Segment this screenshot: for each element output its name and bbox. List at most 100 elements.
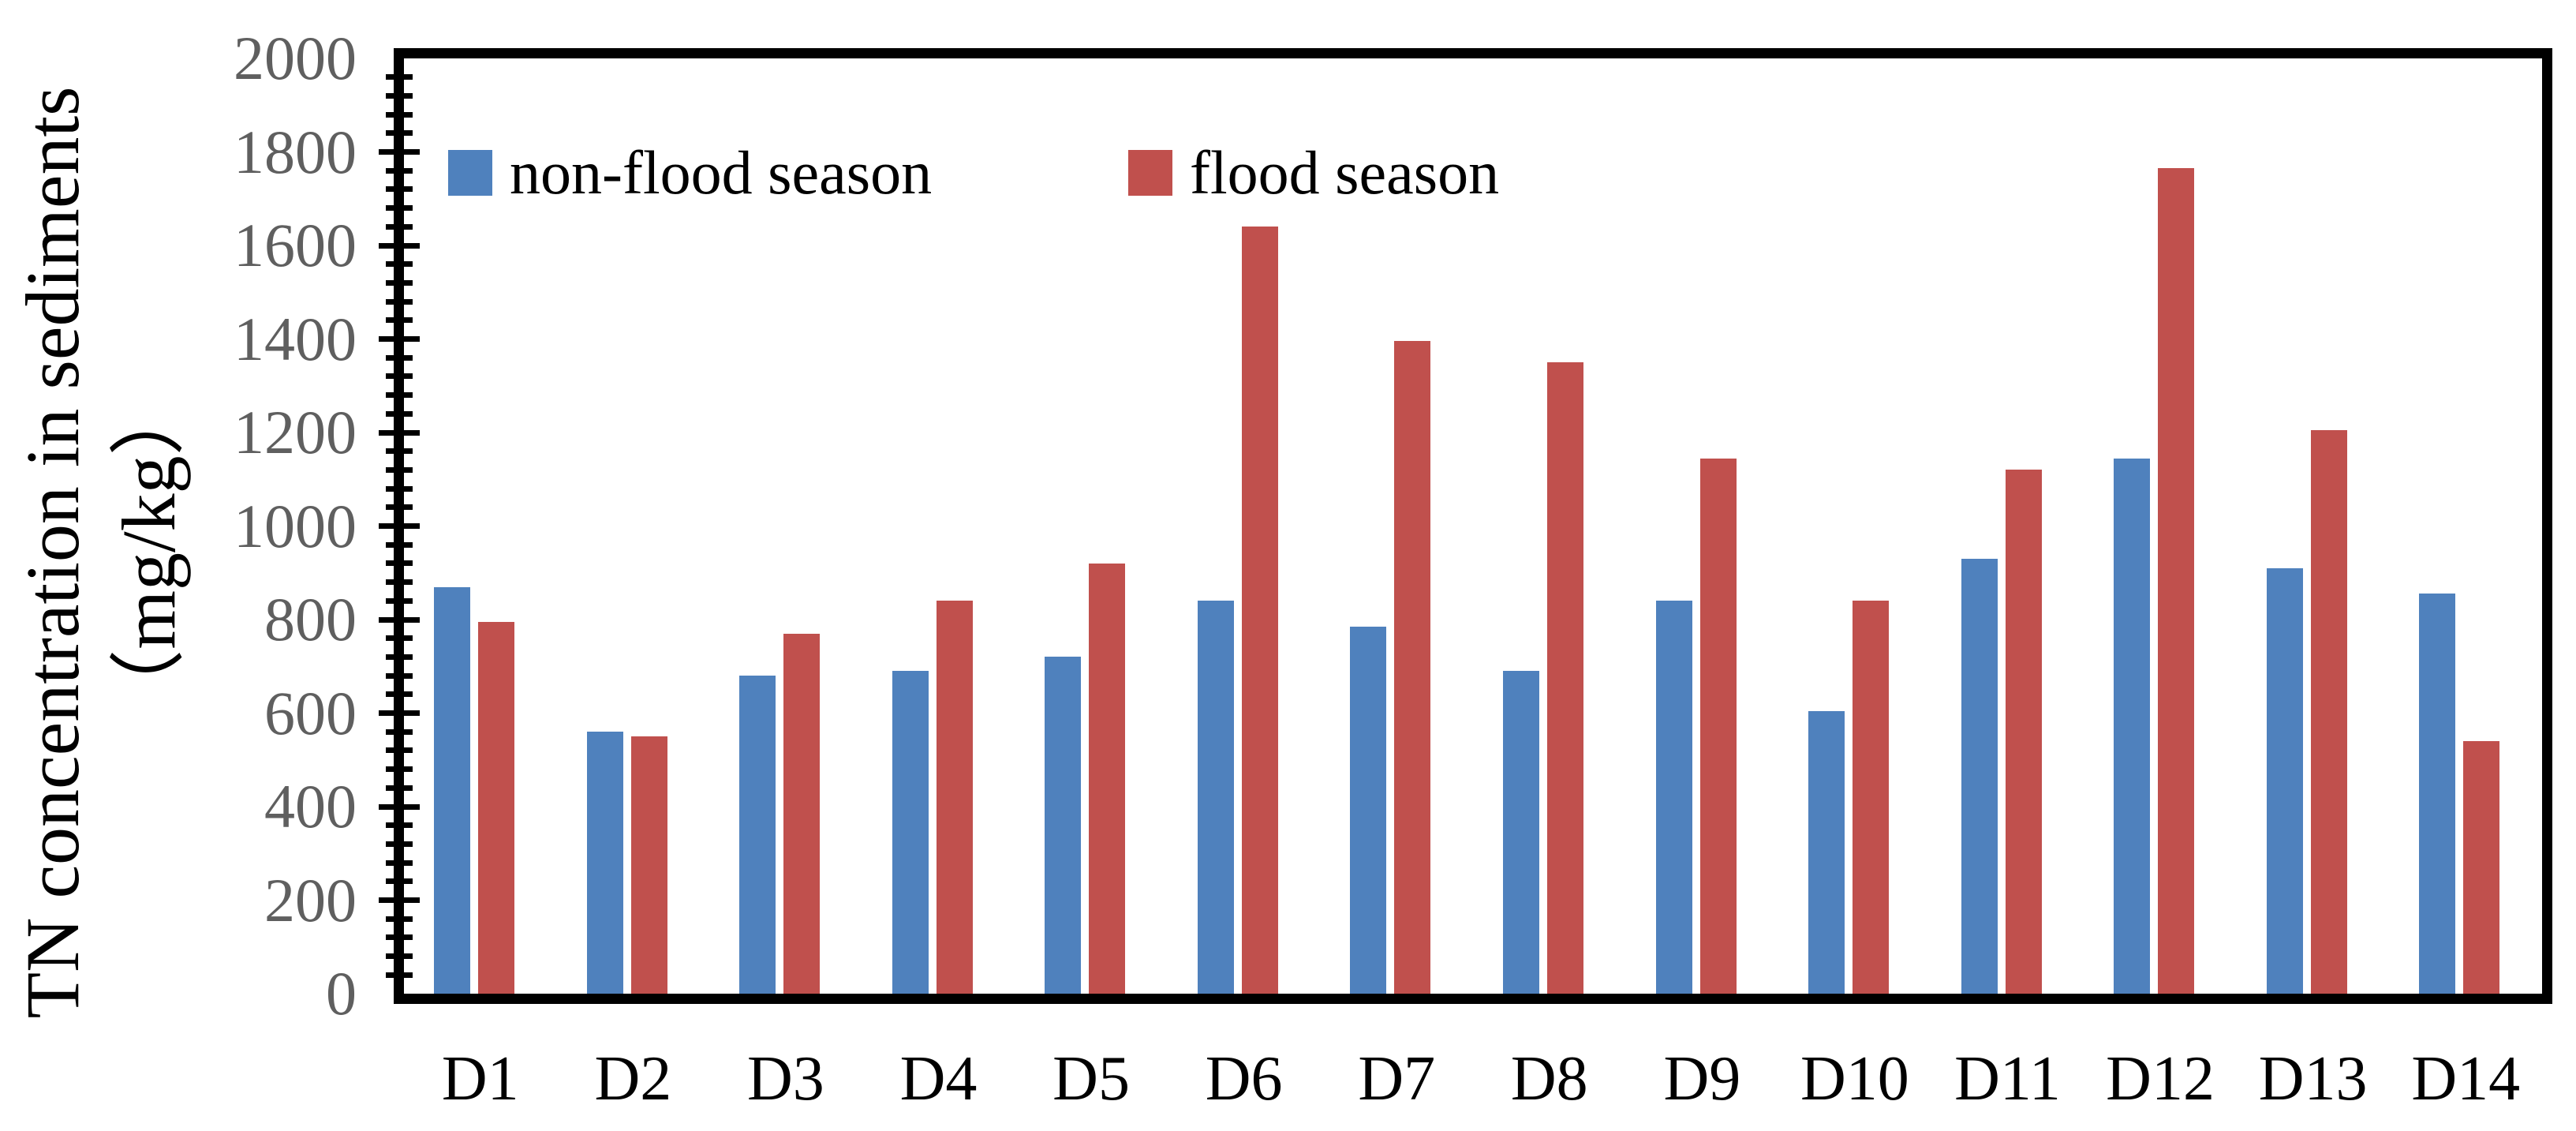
y-axis-minor-tick bbox=[386, 354, 413, 361]
y-axis-minor-tick bbox=[386, 130, 413, 137]
bar-flood-season-D8 bbox=[1547, 362, 1583, 994]
y-axis-minor-tick bbox=[386, 111, 413, 118]
y-axis-minor-tick bbox=[386, 205, 413, 212]
bar-non-flood-season-D5 bbox=[1045, 657, 1082, 994]
y-axis-tick-label: 1600 bbox=[234, 211, 357, 279]
y-axis-minor-tick bbox=[386, 392, 413, 399]
y-axis-minor-tick bbox=[386, 934, 413, 941]
x-axis-tick-label-D5: D5 bbox=[1052, 1044, 1130, 1114]
y-axis-minor-tick bbox=[386, 841, 413, 847]
y-axis-major-tick bbox=[379, 242, 420, 249]
y-axis-major-tick bbox=[379, 897, 420, 903]
y-axis-minor-tick bbox=[386, 597, 413, 604]
bar-flood-season-D9 bbox=[1699, 458, 1737, 994]
bar-non-flood-season-D7 bbox=[1350, 626, 1387, 994]
y-axis-tick-label: 1400 bbox=[234, 304, 357, 373]
y-axis-minor-tick bbox=[386, 579, 413, 586]
bar-flood-season-D11 bbox=[2005, 470, 2042, 994]
bar-flood-season-D6 bbox=[1241, 227, 1278, 994]
bar-non-flood-season-D2 bbox=[586, 732, 623, 994]
y-axis-minor-tick bbox=[386, 972, 413, 978]
bar-non-flood-season-D13 bbox=[2266, 567, 2303, 994]
y-axis-minor-tick bbox=[386, 485, 413, 492]
bar-non-flood-season-D6 bbox=[1197, 601, 1234, 994]
bar-flood-season-D1 bbox=[478, 621, 514, 994]
y-axis-minor-tick bbox=[386, 410, 413, 417]
y-axis-tick-label: 1200 bbox=[234, 398, 357, 466]
bar-flood-season-D7 bbox=[1394, 341, 1431, 994]
y-axis-major-tick bbox=[379, 616, 420, 623]
y-axis-tick-label: 0 bbox=[326, 959, 357, 1028]
x-axis-tick-label-D11: D11 bbox=[1954, 1044, 2061, 1114]
y-axis-minor-tick bbox=[386, 186, 413, 193]
bar-non-flood-season-D3 bbox=[739, 676, 776, 994]
x-axis-tick-label-D7: D7 bbox=[1358, 1044, 1436, 1114]
y-axis-minor-tick bbox=[386, 859, 413, 866]
y-axis-minor-tick bbox=[386, 504, 413, 511]
y-axis-minor-tick bbox=[386, 560, 413, 567]
y-axis-tick-label: 800 bbox=[264, 585, 357, 654]
bar-flood-season-D4 bbox=[936, 601, 973, 994]
bar-flood-season-D10 bbox=[1853, 601, 1890, 994]
bar-flood-season-D14 bbox=[2463, 741, 2500, 994]
y-axis-tick-label: 400 bbox=[264, 772, 357, 841]
bar-flood-season-D13 bbox=[2310, 430, 2347, 994]
y-axis-minor-tick bbox=[386, 298, 413, 305]
y-axis-minor-tick bbox=[386, 728, 413, 735]
y-axis-minor-tick bbox=[386, 317, 413, 324]
y-axis-minor-tick bbox=[386, 223, 413, 230]
x-axis-tick-label-D1: D1 bbox=[441, 1044, 519, 1114]
bar-non-flood-season-D14 bbox=[2419, 594, 2456, 994]
bar-non-flood-season-D1 bbox=[434, 586, 470, 994]
y-axis-tick-label: 1800 bbox=[234, 117, 357, 186]
legend-label-non-flood-season: non-flood season bbox=[510, 138, 933, 207]
x-axis-tick-label-D14: D14 bbox=[2411, 1044, 2521, 1114]
y-axis-major-tick bbox=[379, 803, 420, 810]
y-axis-major-tick bbox=[379, 336, 420, 342]
y-axis-tick-label: 2000 bbox=[234, 24, 357, 92]
x-axis-tick-label-D6: D6 bbox=[1205, 1044, 1283, 1114]
x-axis-tick-label-D4: D4 bbox=[899, 1044, 978, 1114]
bar-non-flood-season-D12 bbox=[2114, 458, 2151, 994]
y-axis-minor-tick bbox=[386, 92, 413, 99]
y-axis-minor-tick bbox=[386, 766, 413, 773]
x-axis-tick-label-D3: D3 bbox=[747, 1044, 824, 1114]
bar-non-flood-season-D11 bbox=[1961, 558, 1998, 994]
y-axis-tick-label: 1000 bbox=[234, 491, 357, 560]
y-axis-major-tick bbox=[379, 710, 420, 716]
legend-label-flood-season: flood season bbox=[1190, 138, 1500, 207]
y-axis-minor-tick bbox=[386, 261, 413, 268]
plot-area: non-flood season flood season bbox=[404, 58, 2542, 994]
bar-non-flood-season-D8 bbox=[1503, 671, 1539, 994]
y-axis-major-tick bbox=[379, 429, 420, 436]
x-axis-tick-label-D13: D13 bbox=[2258, 1044, 2368, 1114]
y-axis-minor-tick bbox=[386, 672, 413, 679]
y-axis-minor-tick bbox=[386, 878, 413, 885]
y-axis-minor-tick bbox=[386, 822, 413, 829]
x-axis-tick-label-D10: D10 bbox=[1800, 1044, 1909, 1114]
bar-flood-season-D3 bbox=[783, 633, 821, 994]
y-axis-minor-tick bbox=[386, 635, 413, 642]
bar-flood-season-D2 bbox=[630, 736, 667, 994]
bar-flood-season-D5 bbox=[1089, 563, 1126, 994]
x-axis-tick-label-D12: D12 bbox=[2106, 1044, 2215, 1114]
bar-non-flood-season-D9 bbox=[1655, 601, 1692, 994]
y-axis-minor-tick bbox=[386, 167, 413, 174]
legend-swatch-non-flood-season bbox=[448, 150, 492, 196]
y-axis-minor-tick bbox=[386, 74, 413, 81]
bar-flood-season-D12 bbox=[2158, 168, 2195, 994]
y-axis-minor-tick bbox=[386, 747, 413, 754]
y-axis-tick-label: 200 bbox=[264, 865, 357, 934]
y-axis-minor-tick bbox=[386, 691, 413, 698]
y-axis-major-tick bbox=[379, 523, 420, 529]
y-axis-minor-tick bbox=[386, 541, 413, 548]
y-axis-minor-tick bbox=[386, 466, 413, 473]
legend-swatch-flood-season bbox=[1128, 150, 1172, 196]
y-axis-minor-tick bbox=[386, 953, 413, 960]
y-axis-minor-tick bbox=[386, 785, 413, 791]
y-axis-minor-tick bbox=[386, 448, 413, 455]
y-axis-minor-tick bbox=[386, 279, 413, 286]
y-axis-minor-tick bbox=[386, 373, 413, 380]
bar-non-flood-season-D4 bbox=[892, 671, 929, 994]
